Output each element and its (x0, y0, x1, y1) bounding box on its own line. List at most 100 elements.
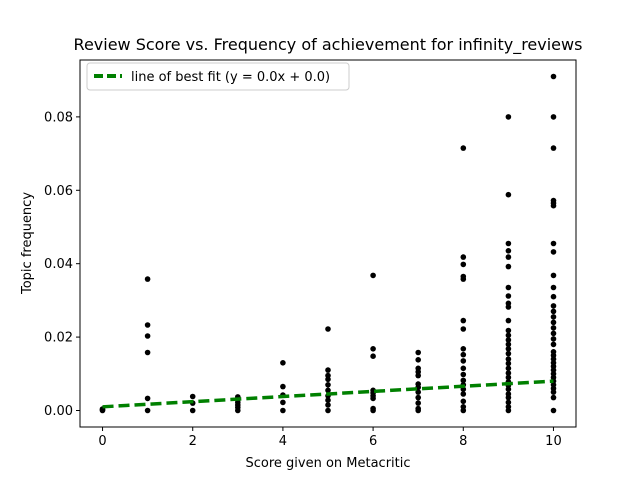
data-point-64 (460, 351, 467, 358)
data-point-55 (460, 404, 467, 410)
data-point-72 (460, 145, 467, 151)
best-fit-layer (102, 379, 554, 409)
data-point-102 (505, 114, 512, 120)
data-point-116 (550, 349, 557, 355)
data-point-132 (550, 197, 557, 204)
data-point-117 (550, 341, 557, 348)
x-tick-label-4: 4 (279, 434, 287, 449)
data-point-57 (460, 391, 467, 397)
data-point-23 (325, 407, 331, 414)
data-point-18 (280, 407, 286, 414)
legend: line of best fit (y = 0.0x + 0.0) (86, 62, 350, 91)
best-fit-line (102, 379, 554, 409)
data-point-41 (370, 272, 376, 279)
data-point-89 (505, 337, 512, 343)
y-tick-label-3: 0.06 (44, 184, 73, 199)
data-point-70 (460, 261, 467, 268)
x-tick-label-10: 10 (545, 434, 562, 449)
y-axis-label: Topic frequency (20, 192, 35, 295)
data-point-46 (415, 389, 422, 395)
legend-box (86, 62, 350, 91)
data-point-119 (550, 330, 557, 337)
data-point-133 (550, 145, 557, 151)
data-point-51 (415, 365, 422, 372)
data-points (99, 73, 557, 414)
data-point-129 (550, 240, 557, 247)
data-point-122 (550, 314, 557, 320)
data-point-127 (550, 272, 557, 279)
data-point-125 (550, 293, 557, 300)
legend-entry-fit-line: line of best fit (y = 0.0x + 0.0) (131, 70, 330, 85)
data-point-135 (550, 73, 557, 80)
data-point-104 (550, 394, 557, 401)
data-point-95 (505, 293, 512, 299)
data-point-103 (550, 407, 557, 414)
data-point-77 (505, 391, 512, 397)
data-point-83 (505, 365, 512, 372)
y-tick-label-1: 0.02 (44, 331, 73, 346)
data-point-63 (460, 358, 467, 364)
data-point-100 (505, 240, 512, 247)
y-axis-ticks: 0.00 0.02 0.04 0.06 0.08 (44, 110, 80, 419)
data-point-6 (144, 333, 151, 339)
data-point-43 (415, 405, 422, 412)
x-tick-label-2: 2 (189, 434, 197, 449)
data-point-96 (505, 284, 512, 291)
data-point-66 (460, 326, 467, 332)
data-point-94 (505, 300, 512, 307)
data-point-101 (505, 191, 512, 198)
data-point-97 (505, 263, 512, 270)
data-point-8 (144, 276, 151, 282)
data-point-53 (415, 349, 422, 356)
data-point-74 (505, 404, 512, 410)
data-point-24 (325, 402, 331, 408)
data-point-128 (550, 249, 557, 255)
data-point-85 (505, 356, 512, 362)
data-point-3 (144, 407, 151, 414)
data-point-9 (189, 407, 196, 414)
data-point-69 (460, 273, 467, 280)
chart-title: Review Score vs. Frequency of achievemen… (74, 35, 583, 55)
data-point-61 (460, 371, 467, 378)
data-point-11 (189, 393, 196, 400)
data-point-90 (505, 332, 512, 339)
data-point-121 (550, 319, 557, 326)
x-tick-label-6: 6 (369, 434, 377, 449)
data-point-126 (550, 284, 557, 291)
data-point-56 (460, 398, 467, 405)
data-point-34 (370, 405, 376, 412)
data-point-40 (370, 346, 376, 352)
data-point-118 (550, 336, 557, 342)
data-point-98 (505, 254, 512, 260)
data-point-31 (325, 367, 331, 373)
data-point-27 (325, 387, 331, 394)
data-point-44 (415, 400, 422, 406)
data-point-124 (550, 303, 557, 309)
data-point-25 (325, 397, 331, 404)
data-point-92 (505, 317, 512, 324)
data-point-65 (460, 346, 467, 352)
data-point-81 (505, 374, 512, 381)
data-point-30 (325, 372, 331, 379)
data-point-120 (550, 325, 557, 331)
data-point-4 (144, 395, 151, 402)
x-axis-label: Score given on Metacritic (245, 456, 410, 471)
data-point-75 (505, 399, 512, 406)
x-tick-label-8: 8 (459, 434, 467, 449)
y-tick-label-2: 0.04 (44, 257, 73, 272)
data-point-134 (550, 114, 557, 120)
data-point-91 (505, 327, 512, 334)
data-point-82 (505, 370, 512, 376)
data-point-28 (325, 382, 331, 388)
data-point-88 (505, 341, 512, 348)
data-point-123 (550, 308, 557, 315)
data-point-71 (460, 254, 467, 260)
data-point-19 (280, 399, 286, 406)
data-point-21 (280, 383, 286, 390)
data-point-22 (280, 360, 286, 366)
data-point-87 (505, 346, 512, 352)
data-point-62 (460, 365, 467, 372)
y-tick-label-4: 0.08 (44, 110, 73, 125)
y-tick-label-0: 0.00 (44, 404, 73, 419)
